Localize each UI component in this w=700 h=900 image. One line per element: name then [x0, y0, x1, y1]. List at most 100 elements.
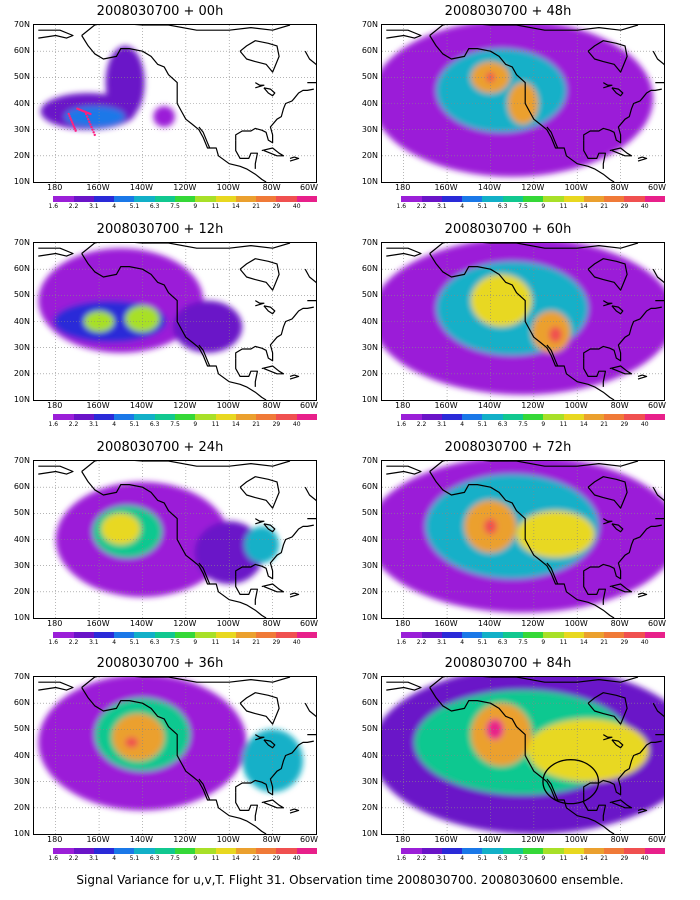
- colorbar-label: 14: [580, 203, 588, 210]
- coastline: [254, 82, 265, 89]
- variance-region: [470, 274, 532, 327]
- colorbar-label: 3.1: [89, 639, 99, 646]
- coastline: [546, 344, 559, 367]
- coastline: [235, 524, 314, 580]
- colorbar-swatch: [563, 414, 584, 420]
- colorbar-label: 29: [620, 421, 629, 428]
- longitude-label: 160W: [434, 619, 458, 628]
- observation-dot: [84, 112, 88, 116]
- coastline: [637, 374, 648, 380]
- coastline: [289, 374, 300, 380]
- coastline: [261, 147, 285, 157]
- colorbar-label: 3.1: [437, 421, 447, 428]
- colorbar-swatch: [235, 632, 257, 638]
- colorbar-swatch: [235, 414, 257, 420]
- observation-dot: [72, 125, 76, 128]
- map-panel-p72: 2008030700 + 72h 70N 60N 50N 40N 30N 20N 10N 180…: [348, 440, 668, 650]
- colorbar-label: 2.2: [416, 639, 427, 646]
- latitude-label: 20N: [361, 150, 378, 160]
- panel-title: 2008030700 + 48h: [444, 4, 572, 19]
- coastline: [263, 305, 276, 315]
- colorbar-swatch: [174, 632, 196, 638]
- longitude-labels: 180 160W 140W 120W 100W 80W 60W: [381, 401, 666, 413]
- coastline: [429, 687, 615, 834]
- colorbar-labels: 1.6 2.2 3.1 4 5.1 6.3 7.5 9 11 14 21 29 40: [33, 421, 317, 431]
- observation-dot: [88, 120, 91, 124]
- coastline: [652, 486, 664, 520]
- longitude-label: 120W: [521, 619, 545, 628]
- colorbar-label: 9: [541, 203, 546, 210]
- colorbar-swatch: [33, 414, 54, 420]
- latitude-label: 70N: [361, 238, 378, 247]
- latitude-label: 30N: [13, 342, 30, 352]
- coastline: [386, 247, 422, 257]
- coastline: [609, 799, 633, 809]
- longitude-label: 60W: [647, 183, 667, 192]
- variance-region: [105, 45, 145, 120]
- colorbar-label: 6.3: [497, 855, 508, 862]
- coastline: [235, 792, 258, 821]
- colorbar-swatch: [53, 414, 74, 420]
- longitude-label: 160W: [86, 401, 110, 410]
- coastline: [429, 471, 615, 618]
- latitude-label: 10N: [361, 395, 378, 404]
- observation-dot: [68, 114, 71, 118]
- colorbar-label: 4: [460, 855, 465, 862]
- coastline: [386, 29, 422, 39]
- colorbar-label: 14: [580, 639, 588, 646]
- colorbar-label: 21: [600, 639, 608, 646]
- latitude-label: 20N: [13, 802, 30, 812]
- longitude-label: 160W: [86, 183, 110, 192]
- longitude-label: 60W: [647, 835, 667, 844]
- coastline: [587, 692, 628, 725]
- colorbar-swatch: [256, 196, 277, 202]
- latitude-label: 60N: [361, 264, 378, 274]
- colorbar-label: 5.1: [477, 203, 488, 210]
- latitude-label: 60N: [361, 46, 378, 56]
- latitude-label: 10N: [361, 829, 378, 838]
- colorbar-swatch: [401, 632, 422, 638]
- colorbar-swatch: [543, 632, 564, 638]
- coastline: [611, 87, 624, 97]
- colorbar-label: 11: [211, 639, 220, 646]
- coastline: [38, 681, 74, 691]
- variance-region: [172, 300, 243, 353]
- colorbar-label: 14: [232, 421, 240, 428]
- longitude-label: 120W: [521, 183, 545, 192]
- colorbar-swatch: [93, 414, 115, 420]
- latitude-label: 10N: [13, 829, 30, 838]
- longitude-label: 120W: [173, 183, 197, 192]
- latitude-label: 50N: [13, 724, 30, 734]
- latitude-labels: 70N 60N 50N 40N 30N 20N 10N: [0, 673, 32, 838]
- latitude-labels: 70N 60N 50N 40N 30N 20N 10N: [348, 238, 380, 404]
- coastline: [609, 365, 633, 375]
- panel-title: 2008030700 + 00h: [96, 4, 224, 19]
- colorbar-label: 2.2: [68, 203, 79, 210]
- longitude-label: 100W: [216, 183, 240, 192]
- colorbar-label: 9: [541, 639, 546, 646]
- observation-dot: [91, 128, 94, 131]
- longitude-label: 80W: [610, 619, 629, 628]
- latitude-label: 20N: [13, 368, 30, 378]
- coastline: [235, 358, 258, 387]
- coastline: [239, 476, 280, 509]
- latitude-label: 10N: [13, 177, 30, 186]
- variance-region: [125, 737, 139, 748]
- longitude-label: 100W: [216, 401, 240, 410]
- latitude-label: 40N: [13, 316, 30, 326]
- coastline: [546, 126, 559, 149]
- colorbar-label: 9: [193, 639, 198, 646]
- longitude-label: 160W: [86, 619, 110, 628]
- colorbar-label: 1.6: [396, 421, 407, 428]
- observation-dot: [69, 116, 72, 120]
- latitude-label: 40N: [13, 534, 30, 544]
- longitude-labels: 180 160W 140W 120W 100W 80W 60W: [33, 835, 318, 847]
- colorbar-swatch: [33, 196, 54, 202]
- latitude-label: 20N: [361, 368, 378, 378]
- colorbar-swatch: [256, 632, 277, 638]
- colorbar-swatch: [543, 848, 564, 854]
- colorbar-swatch: [114, 414, 135, 420]
- colorbar-label: 7.5: [170, 855, 180, 862]
- colorbar: [33, 632, 317, 638]
- observation-dot: [71, 123, 75, 126]
